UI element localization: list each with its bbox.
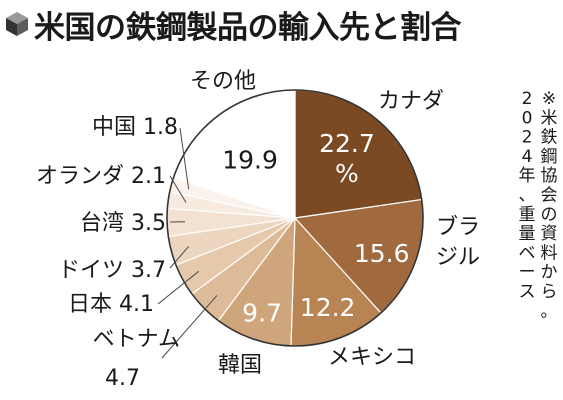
pie-outline (166, 89, 424, 347)
title-bar: 米国の鉄鋼製品の輸入先と割合 (4, 2, 462, 46)
leader-line (161, 295, 218, 359)
leader-line (169, 175, 187, 203)
category-label: 韓国 (218, 353, 262, 378)
category-label: 日本 4.1 (68, 292, 154, 317)
source-note: ※米鉄鋼協会の資料から。 2 0 2 4 年、重量ベース (519, 89, 558, 321)
category-label: ブラジル (436, 215, 480, 270)
category-label: その他 (190, 69, 256, 94)
category-label: メキシコ (328, 345, 416, 370)
source-note-column: 2 0 2 4 年、重量ベース (519, 89, 536, 302)
cube-icon (6, 12, 28, 36)
chart-title: 米国の鉄鋼製品の輸入先と割合 (34, 9, 462, 46)
category-label: 中国 1.8 (92, 115, 178, 140)
pie-slices (166, 89, 424, 347)
leader-line (179, 127, 190, 190)
data-label: 4.7 (105, 366, 140, 391)
category-label: ベトナム (93, 327, 180, 352)
category-label: カナダ (378, 89, 444, 114)
category-label: ドイツ 3.7 (58, 258, 166, 283)
data-label: 15.6 (354, 239, 410, 268)
data-label-unit: % (335, 159, 359, 188)
data-label: 12.2 (300, 293, 356, 322)
leader-line (157, 270, 200, 305)
source-note-column: ※米鉄鋼協会の資料から。 (541, 89, 558, 321)
data-label: 19.9 (222, 146, 278, 175)
data-label: 22.7 (319, 129, 375, 158)
category-label: 台湾 3.5 (80, 211, 166, 236)
category-label: オランダ 2.1 (36, 164, 166, 189)
leader-lines (157, 127, 218, 359)
leader-line (169, 246, 189, 269)
data-label: 9.7 (242, 298, 282, 327)
